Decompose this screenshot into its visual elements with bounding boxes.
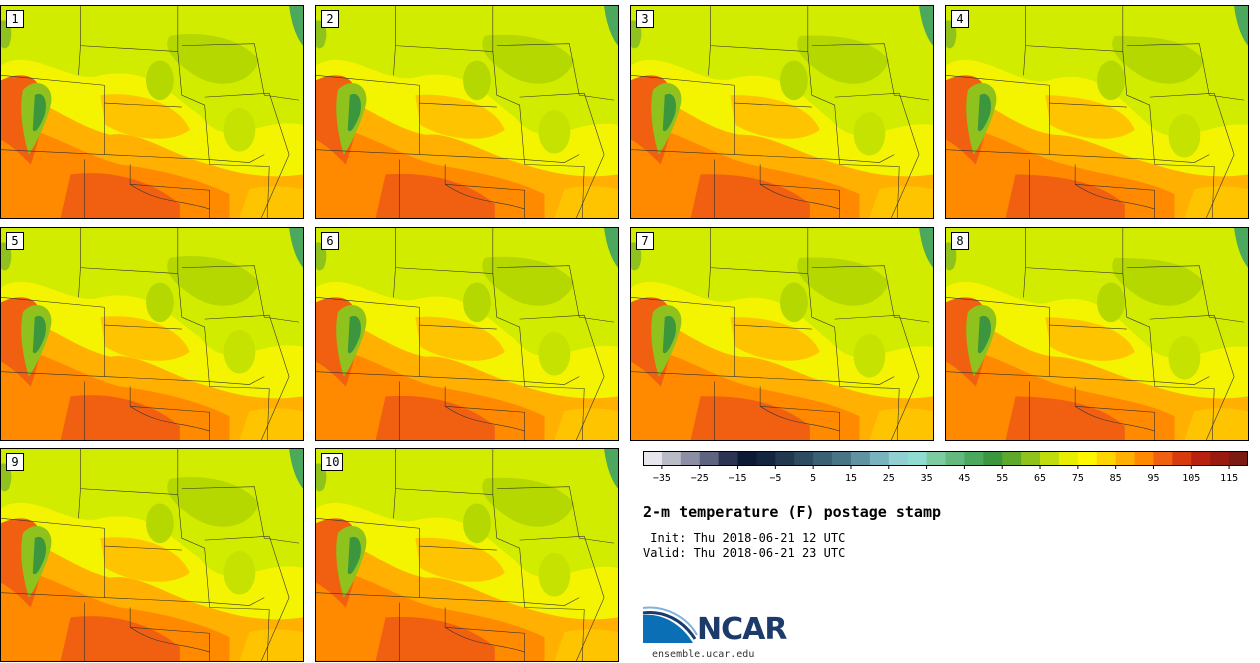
colorbar-tick-label: −25 [691,473,709,484]
temperature-field [1,449,303,661]
colorbar-swatch [1153,451,1173,465]
map-panel: 1 [0,5,304,219]
colorbar-swatch [1002,451,1022,465]
colorbar-swatch [794,451,814,465]
website-url: ensemble.ucar.edu [652,649,755,660]
temperature-field [1,228,303,440]
temperature-field [1,6,303,218]
colorbar-swatch [926,451,946,465]
colorbar-swatch [1172,451,1192,465]
map-panel: 2 [315,5,619,219]
colorbar-swatch [869,451,890,465]
map-panel: 3 [630,5,934,219]
map-panel: 9 [0,448,304,662]
colorbar-swatch [964,451,984,465]
colorbar-tick-label: −15 [729,473,747,484]
colorbar-tick-label: 105 [1182,473,1200,484]
colorbar-swatch [1077,451,1098,465]
temperature-field [631,228,933,440]
colorbar-swatch [718,451,739,465]
colorbar-swatch [680,451,701,465]
colorbar-swatch [1115,451,1136,465]
colorbar-swatch [1210,451,1230,465]
colorbar-tick-label: 95 [1147,473,1159,484]
colorbar-swatch [983,451,1003,465]
map-panel: 7 [630,227,934,441]
colorbar-swatch [775,451,795,465]
temperature-field [946,6,1248,218]
colorbar-swatch [699,451,720,465]
colorbar-swatch [832,451,852,465]
member-number-label: 9 [6,453,24,471]
colorbar-swatch [643,451,663,465]
colorbar-swatch [756,451,776,465]
colorbar-swatch [813,451,833,465]
colorbar-tick-label: 115 [1220,473,1238,484]
temperature-field [316,449,618,661]
init-time: Init: Thu 2018-06-21 12 UTC [643,531,846,545]
colorbar-swatch [1058,451,1079,465]
map-panel: 10 [315,448,619,662]
temperature-field [946,228,1248,440]
colorbar-tick-label: −5 [769,473,781,484]
member-number-label: 7 [636,232,654,250]
colorbar-tick-label: 35 [921,473,933,484]
member-number-label: 5 [6,232,24,250]
colorbar-swatch [1134,451,1154,465]
colorbar-swatch [907,451,928,465]
colorbar-tick-label: 15 [845,473,857,484]
colorbar-swatch [1191,451,1211,465]
member-number-label: 4 [951,10,969,28]
ncar-logo-icon [642,606,698,643]
colorbar-tick-label: 25 [883,473,895,484]
colorbar-swatch [850,451,871,465]
map-panel: 8 [945,227,1249,441]
map-panel: 4 [945,5,1249,219]
colorbar-swatch [1021,451,1041,465]
colorbar-tick-label: −35 [653,473,671,484]
logo-text: NCAR [697,612,787,647]
colorbar-tick-label: 65 [1034,473,1046,484]
temperature-field [316,6,618,218]
colorbar-swatch [888,451,909,465]
valid-time: Valid: Thu 2018-06-21 23 UTC [643,546,846,560]
colorbar-swatch [1096,451,1117,465]
member-number-label: 10 [321,453,344,471]
member-number-label: 8 [951,232,969,250]
member-number-label: 3 [636,10,654,28]
colorbar-swatch [1229,451,1248,465]
colorbar-tick-label: 75 [1072,473,1084,484]
map-panel: 6 [315,227,619,441]
colorbar-tick-label: 5 [810,473,816,484]
temperature-field [316,228,618,440]
temperature-colorbar: −35 −25 −15 −5 5 15 25 35 45 55 65 75 85 95 105 115 [643,451,1248,484]
colorbar-tick-label: 45 [958,473,970,484]
member-number-label: 6 [321,232,339,250]
temperature-field [631,6,933,218]
map-panel: 5 [0,227,304,441]
member-number-label: 2 [321,10,339,28]
colorbar-swatch [737,451,757,465]
colorbar-tick-label: 85 [1110,473,1122,484]
colorbar-tick-label: 55 [996,473,1008,484]
member-number-label: 1 [6,10,24,28]
colorbar-swatch [1040,451,1060,465]
map-title: 2-m temperature (F) postage stamp [643,503,942,521]
colorbar-swatch [661,451,682,465]
colorbar-swatch [945,451,965,465]
